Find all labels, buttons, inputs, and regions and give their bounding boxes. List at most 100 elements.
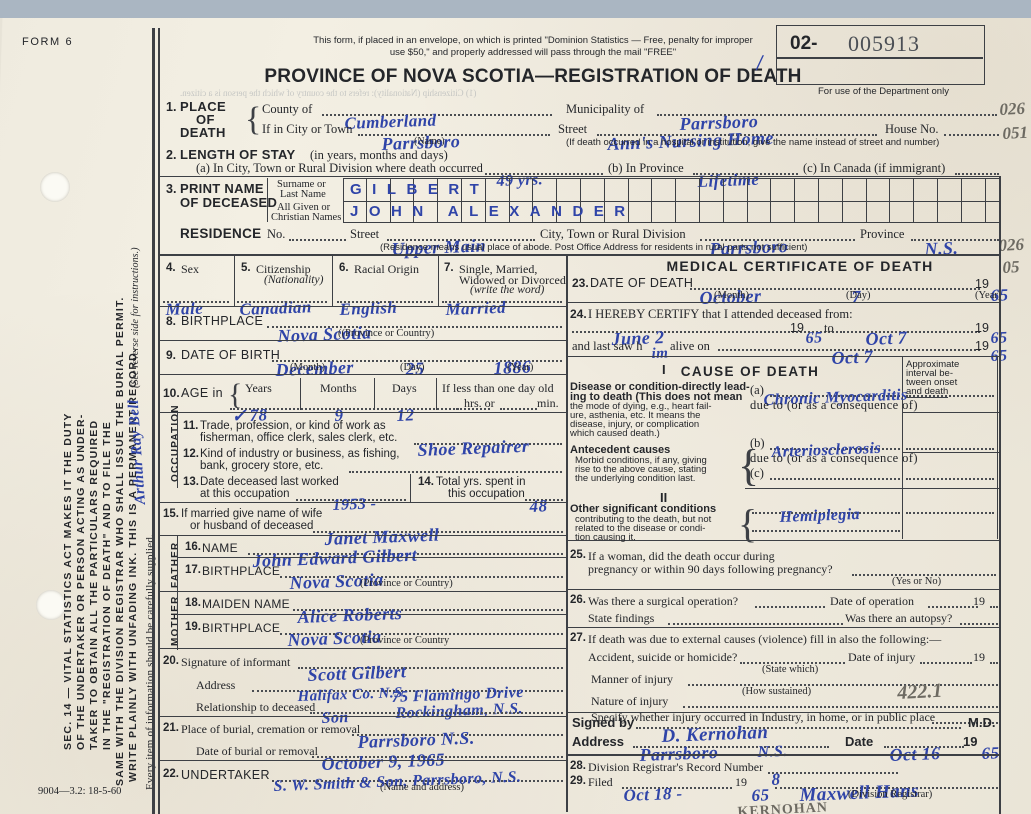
street-label: Street <box>558 122 588 136</box>
house-no-dots <box>944 134 999 136</box>
item22-caption: (Name and address) <box>380 782 464 793</box>
item4-dots <box>163 301 229 303</box>
item2c-dots <box>955 173 999 175</box>
antecedent-line4: the underlying condition last. <box>575 473 696 484</box>
item27-injyear-prefix: 19 <box>973 650 985 664</box>
item13-dots <box>296 499 406 501</box>
item6-7-divider <box>438 256 440 306</box>
item20-value[interactable]: Scott Gilbert <box>307 661 407 686</box>
divider-after-item19 <box>160 648 566 650</box>
item8-caption: ((Province or Country) <box>338 328 435 339</box>
item3-number: 3. <box>166 182 177 196</box>
item10-days-value[interactable]: 12 <box>396 405 415 426</box>
other-conditions-dots-1 <box>752 512 900 514</box>
item13-line2: at this occupation <box>200 488 290 500</box>
direct-cause-line4: ure, asthenia, etc. It means the <box>570 410 701 421</box>
cause-c-label: (c) <box>750 466 764 480</box>
item16-label: NAME <box>202 541 238 555</box>
item21-label: Place of burial, cremation or removal <box>181 722 361 736</box>
page-title: PROVINCE OF NOVA SCOTIA—REGISTRATION OF … <box>264 66 802 87</box>
item26-value-dots <box>755 606 825 608</box>
registration-number: 005913 <box>848 31 920 56</box>
surname-caption-line2: Last Name <box>280 189 326 200</box>
other-conditions-value[interactable]: Hemiplegia <box>779 505 861 527</box>
item10-dots <box>230 408 462 410</box>
item1-brace: { <box>245 101 262 138</box>
antecedent-line2: Morbid conditions, if any, giving <box>575 455 707 466</box>
item18-dots <box>293 609 563 611</box>
item13-value[interactable]: 1953 - <box>332 495 377 515</box>
item14-dots <box>525 499 563 501</box>
item27-manner-dots <box>688 684 998 686</box>
item20-dots <box>298 667 563 669</box>
item11-line2: fisherman, office clerk, sales clerk, et… <box>200 432 398 444</box>
occupation-label-divider <box>177 413 179 488</box>
other-interval-dots <box>906 512 994 514</box>
item24-from-year[interactable]: 65 <box>805 329 823 348</box>
item20-address-label: Address <box>196 678 236 692</box>
given-names-boxes[interactable] <box>343 200 999 223</box>
residence-province-value[interactable]: N.S. <box>924 237 959 260</box>
other-conditions-line2: contributing to the death, but not <box>575 514 712 525</box>
item7-sub: (write the word) <box>470 284 545 296</box>
divider-after-item26 <box>567 627 999 629</box>
cause-c-interval-dots <box>906 478 994 480</box>
md-label: M.D. <box>968 715 996 730</box>
other-conditions-brace: { <box>738 501 758 546</box>
item2-label-suffix: (in years, months and days) <box>310 148 448 162</box>
cause-a-label: (a) <box>750 383 764 397</box>
divider-after-item10 <box>160 412 566 414</box>
residence-caption: (Residence means usual place of abode. P… <box>380 242 808 253</box>
hospital-caption: (If death occurred in a hospital or inst… <box>566 137 940 148</box>
registration-number-box <box>776 25 985 85</box>
form-frame-right <box>999 176 1001 814</box>
item18-value[interactable]: Alice Roberts <box>297 602 403 628</box>
item9-caption-day: (Day) <box>400 362 425 373</box>
item29-value[interactable]: Oct 18 - <box>623 783 683 806</box>
county-dots <box>322 114 552 116</box>
father-label-divider <box>177 536 179 592</box>
divider-after-item25 <box>567 589 999 591</box>
residence-street-dots <box>387 239 535 241</box>
divider-after-item20 <box>160 716 566 718</box>
divider-after-item21 <box>160 760 566 762</box>
signed-by-label: Signed by <box>572 715 635 730</box>
item10-min-label: min. <box>537 396 559 410</box>
item15-line2: or husband of deceased <box>190 520 314 532</box>
item27-nature-dots <box>683 706 998 708</box>
item3-label-divider <box>267 178 269 222</box>
item14-line1: Total yrs. spent in <box>436 476 526 488</box>
other-conditions-line4: tion causing it. <box>575 532 636 543</box>
interval-row-divider-1 <box>902 412 999 413</box>
item29-dots <box>622 787 732 789</box>
item20-relationship-label: Relationship to deceased <box>196 700 316 714</box>
county-value[interactable]: Cumberland <box>344 110 437 134</box>
item27-accident-caption: (State which) <box>762 664 819 675</box>
item27-accident-label: Accident, suicide or homicide? <box>588 650 738 664</box>
cause-a-dots <box>770 395 900 397</box>
item10-hrs-dots <box>456 408 490 410</box>
signature-year-prefix: 19 <box>963 734 978 749</box>
item14-value[interactable]: 48 <box>529 496 548 517</box>
item27-place-label: Specify whether injury occurred in Indus… <box>591 710 936 724</box>
cause-b-dots <box>770 448 900 450</box>
interval-row-divider-2 <box>902 452 999 453</box>
surname-value: GILBERT <box>350 181 490 198</box>
interval-header-line2: interval be- <box>906 368 953 379</box>
divider-after-occupation <box>160 502 566 504</box>
item5-sub: (Nationality) <box>264 274 324 286</box>
item2a-dots <box>485 173 603 175</box>
item11-value[interactable]: Shoe Repairer <box>417 435 530 461</box>
residence-street-label: Street <box>350 227 380 241</box>
item12-line1: Kind of industry or business, as fishing… <box>200 448 400 460</box>
antecedent-line3: rise to the above cause, stating <box>575 464 707 475</box>
item9-caption-year: (Year) <box>507 362 534 373</box>
item29-number: 29. <box>570 775 586 787</box>
item13-14-divider <box>410 474 412 502</box>
item21-number: 21. <box>163 722 179 734</box>
surname-boxes[interactable] <box>343 178 999 202</box>
item10-number: 10. <box>163 386 180 400</box>
item26-autopsy-label: Was there an autopsy? <box>845 611 953 625</box>
item21-value[interactable]: Parrsboro N.S. <box>357 727 476 753</box>
city-town-label: If in City or Town <box>262 122 353 136</box>
